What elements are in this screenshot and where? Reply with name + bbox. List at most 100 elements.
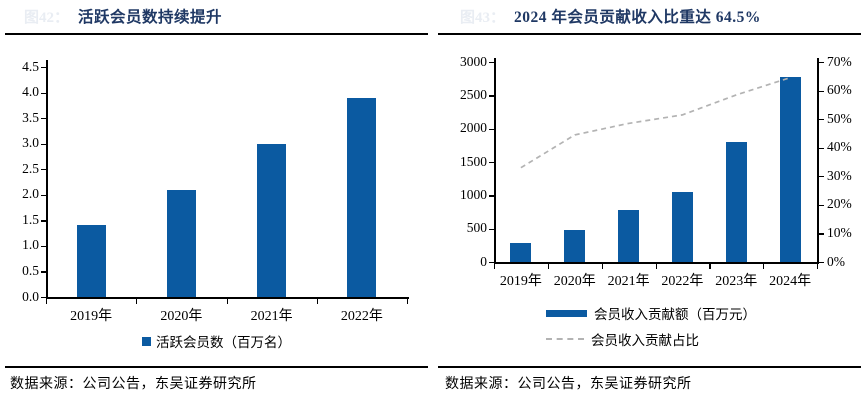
y-axis-label: 2.0: [22, 186, 39, 202]
y-axis-label: 2500: [460, 86, 487, 102]
right-source-rule: [438, 366, 861, 368]
secondary-y-axis-tick: [818, 90, 824, 92]
legend-dash-swatch: [546, 338, 584, 340]
secondary-y-axis-label: 30%: [827, 167, 852, 183]
x-axis-line: [46, 297, 409, 299]
y-axis-label: 1.0: [22, 237, 39, 253]
right-figure-number: 图43：: [460, 10, 506, 26]
left-legend-label: 活跃会员数（百万名）: [156, 335, 291, 350]
x-axis-tick: [494, 263, 496, 269]
y-axis-line: [46, 60, 48, 297]
y-axis-tick: [489, 195, 494, 197]
right-chart-panel: 图43： 2024 年会员贡献收入比重达 64.5% 0 500 1000 1500 2…: [433, 0, 866, 404]
secondary-y-axis-label: 40%: [827, 139, 852, 155]
bar: [257, 143, 287, 297]
bar: [779, 76, 801, 262]
y-axis-tick: [489, 95, 494, 97]
secondary-y-axis-tick: [818, 233, 824, 235]
y-axis-tick: [41, 245, 46, 248]
y-axis-tick: [41, 92, 46, 94]
y-axis-label: 1000: [460, 186, 487, 202]
x-axis-line: [494, 262, 819, 264]
x-axis-tick: [226, 298, 228, 304]
secondary-y-axis-line: [817, 58, 819, 262]
x-axis-tick: [817, 263, 819, 269]
x-axis-tick: [136, 298, 138, 304]
left-figure-caption: 图42： 活跃会员数持续提升: [0, 5, 433, 27]
y-axis-label: 0: [480, 253, 487, 269]
left-chart-panel: 图42： 活跃会员数持续提升 0.0 0.5 1.0 1.5 2.0 2.5 3.0 3.5 4…: [0, 5, 433, 392]
y-axis-label: 0.0: [22, 288, 39, 304]
left-source-note: 数据来源：公司公告，东吴证券研究所: [10, 377, 257, 392]
y-axis-tick: [41, 220, 46, 222]
secondary-y-axis-tick: [818, 119, 824, 121]
bar: [671, 192, 693, 262]
x-axis-tick: [709, 263, 711, 269]
legend-row-line-series: 会员收入贡献占比: [546, 329, 699, 349]
y-axis-tick: [41, 67, 46, 69]
y-axis-tick: [489, 262, 494, 264]
y-axis-tick: [41, 194, 46, 196]
secondary-y-axis-tick: [818, 62, 824, 64]
legend-bar-swatch: [546, 309, 587, 317]
bar-series-label: 会员收入贡献额（百万元）: [594, 307, 756, 322]
right-chart-plot: 0 500 1000 1500 2000 2500 3000 0% 10% 20% 30% 40% 50…: [433, 0, 866, 404]
bar: [510, 243, 532, 262]
x-axis-label: 2020年: [160, 309, 203, 324]
right-chart-title: 2024 年会员贡献收入比重达 64.5%: [514, 9, 761, 26]
y-axis-label: 4.5: [22, 58, 39, 74]
secondary-y-axis-tick: [818, 147, 824, 149]
y-axis-label: 2000: [460, 120, 487, 136]
y-axis-label: 4.0: [22, 84, 39, 100]
x-axis-tick: [763, 263, 765, 269]
secondary-y-axis-label: 10%: [827, 224, 852, 240]
legend-row-bar-series: 会员收入贡献额（百万元）: [546, 303, 756, 323]
x-axis-label: 2021年: [607, 274, 650, 289]
secondary-y-axis-label: 50%: [827, 110, 852, 126]
bar: [725, 142, 747, 262]
x-axis-label: 2020年: [553, 274, 596, 289]
left-chart-legend: 活跃会员数（百万名）: [0, 331, 433, 351]
secondary-y-axis-label: 0%: [827, 253, 845, 269]
left-chart-plot: 0.0 0.5 1.0 1.5 2.0 2.5 3.0 3.5 4.0 4.5 2019年 2020年…: [22, 58, 409, 324]
x-axis-tick: [601, 263, 603, 269]
left-title-rule: [5, 33, 428, 36]
trend-line: [520, 76, 791, 169]
y-axis-tick: [489, 128, 494, 130]
x-axis-tick: [547, 263, 550, 269]
x-axis-label: 2023年: [715, 274, 758, 289]
x-axis-tick: [655, 263, 657, 269]
x-axis-tick: [316, 298, 318, 304]
bar: [76, 225, 106, 297]
x-axis-label: 2022年: [340, 309, 383, 324]
left-chart-title: 活跃会员数持续提升: [78, 9, 223, 26]
y-axis-tick: [41, 118, 46, 120]
line-series-label: 会员收入贡献占比: [591, 333, 699, 348]
legend-square-swatch: [142, 336, 151, 346]
secondary-y-axis-label: 70%: [827, 53, 852, 69]
x-axis-tick: [46, 298, 48, 304]
y-axis-label: 3.0: [22, 135, 39, 151]
x-axis-label: 2024年: [769, 274, 812, 289]
bar: [618, 210, 640, 262]
y-axis-tick: [41, 169, 46, 171]
y-axis-tick: [41, 271, 46, 273]
y-axis-label: 1500: [460, 153, 487, 169]
secondary-y-axis-tick: [818, 204, 824, 207]
x-axis-tick: [407, 298, 409, 304]
secondary-y-axis-label: 60%: [827, 82, 852, 98]
right-figure-caption: 图43： 2024 年会员贡献收入比重达 64.5%: [433, 5, 866, 27]
trend-line-layer: [520, 76, 791, 169]
y-axis-tick: [489, 162, 494, 164]
y-axis-label: 0.5: [22, 262, 39, 278]
left-source-rule: [5, 366, 428, 368]
y-axis-label: 2.5: [22, 160, 39, 176]
y-axis-tick: [489, 228, 494, 230]
y-axis-label: 1.5: [22, 211, 39, 227]
bar: [166, 189, 196, 297]
y-axis-tick: [489, 62, 494, 64]
secondary-y-axis-label: 20%: [827, 196, 852, 212]
x-axis-label: 2019年: [70, 309, 113, 324]
secondary-y-axis-tick: [818, 262, 824, 264]
